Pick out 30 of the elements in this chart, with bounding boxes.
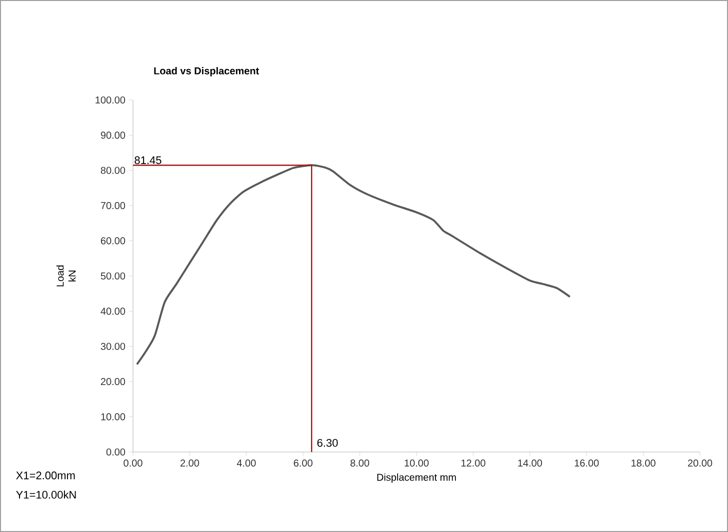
x-tick-label: 12.00 <box>461 460 486 467</box>
x-tick-label: 0.00 <box>124 460 142 467</box>
text: Y1=10.00kN <box>16 490 76 499</box>
y-tick-label: 20.00 <box>100 378 126 386</box>
ref-line-label: 81.45 <box>134 156 162 164</box>
y-axis-title: Load kN <box>56 266 76 286</box>
y-tick-label: 60.00 <box>100 237 126 244</box>
y-tick-label: 90.00 <box>100 132 126 139</box>
text: X1=2.00mm <box>16 472 75 480</box>
x-tick-label: 20.00 <box>688 460 712 467</box>
x-tick-label: 18.00 <box>632 460 656 467</box>
y-tick-label: 10.00 <box>101 413 126 420</box>
x-tick-label: 2.00 <box>180 460 200 467</box>
y-tick-label: 30.00 <box>100 342 126 350</box>
y-tick-label: 80.00 <box>100 166 126 174</box>
y-tick-label: 50.00 <box>100 272 126 280</box>
y-tick-label: 0.00 <box>106 448 126 456</box>
x-axis-title: Displacement mm <box>377 473 456 483</box>
x-tick-label: 14.00 <box>518 460 542 467</box>
x-tick-label: 8.00 <box>350 460 370 467</box>
chart-title: Load vs Displacement <box>154 67 260 76</box>
ref-line-label: 6.30 <box>317 439 338 447</box>
y-tick-label: 100.00 <box>96 96 126 104</box>
y-tick-label: 40.00 <box>100 308 126 315</box>
y-tick-label: 70.00 <box>100 202 126 210</box>
x-tick-label: 4.00 <box>236 460 256 467</box>
x-tick-label: 10.00 <box>404 460 429 467</box>
x-tick-label: 16.00 <box>574 460 599 467</box>
line-series <box>136 164 571 366</box>
x-tick-label: 6.00 <box>294 460 312 467</box>
